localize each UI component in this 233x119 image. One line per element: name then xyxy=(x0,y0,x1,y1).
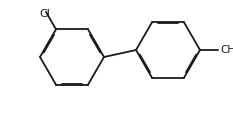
Text: Cl: Cl xyxy=(39,9,50,19)
Text: CH₃: CH₃ xyxy=(220,45,233,55)
